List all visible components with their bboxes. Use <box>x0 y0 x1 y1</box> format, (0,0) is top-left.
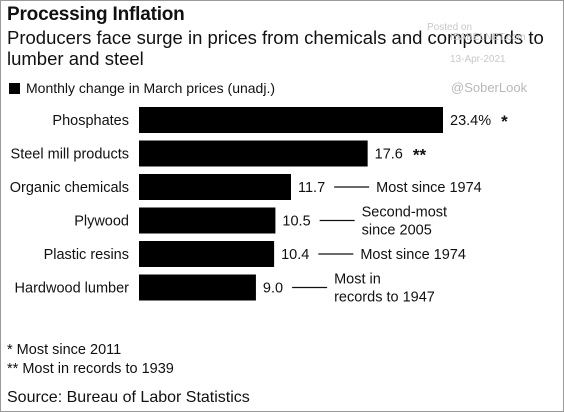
footnote-single-star: * Most since 2011 <box>7 342 122 358</box>
value-label: 9.0 <box>263 281 283 297</box>
chart-legend: Monthly change in March prices (unadj.) <box>9 80 275 96</box>
watermark-handle: @SoberLook <box>451 80 528 95</box>
value-label: 10.5 <box>282 214 310 230</box>
legend-label: Monthly change in March prices (unadj.) <box>26 80 276 96</box>
significance-marker: * <box>501 112 508 131</box>
annotation-text: Most since 1974 <box>360 247 466 263</box>
category-label: Steel mill products <box>11 147 129 163</box>
category-label: Organic chemicals <box>10 180 129 196</box>
value-label: 17.6 <box>375 147 403 163</box>
value-label: 23.4% <box>450 113 491 129</box>
category-label: Phosphates <box>52 113 129 129</box>
watermark-site: ISABELNET.com <box>450 32 526 43</box>
value-label: 11.7 <box>298 180 325 196</box>
watermark-date: 13-Apr-2021 <box>450 54 506 65</box>
annotation-text: since 2005 <box>362 223 432 239</box>
value-label: 10.4 <box>281 247 309 263</box>
bar <box>139 140 368 167</box>
annotation-text: Most since 1974 <box>376 180 482 196</box>
bar <box>139 274 256 301</box>
significance-marker: ** <box>413 146 427 165</box>
category-label: Plywood <box>74 214 129 230</box>
annotation-text: Most in <box>334 272 381 288</box>
category-label: Hardwood lumber <box>15 281 130 297</box>
bar <box>139 174 291 200</box>
category-label: Plastic resins <box>44 247 129 263</box>
bar <box>139 241 275 267</box>
chart-subtitle: Producers face surge in prices from chem… <box>7 27 544 69</box>
chart-title: Processing Inflation <box>7 4 185 25</box>
annotation-text: records to 1947 <box>334 290 435 306</box>
source-note: Source: Bureau of Labor Statistics <box>7 389 250 406</box>
bar <box>139 107 443 133</box>
bar <box>139 207 276 234</box>
footnote-double-star: ** Most in records to 1939 <box>7 361 174 377</box>
legend-swatch <box>9 83 20 94</box>
watermark-posted: Posted on <box>427 22 473 33</box>
annotation-text: Second-most <box>362 205 447 221</box>
